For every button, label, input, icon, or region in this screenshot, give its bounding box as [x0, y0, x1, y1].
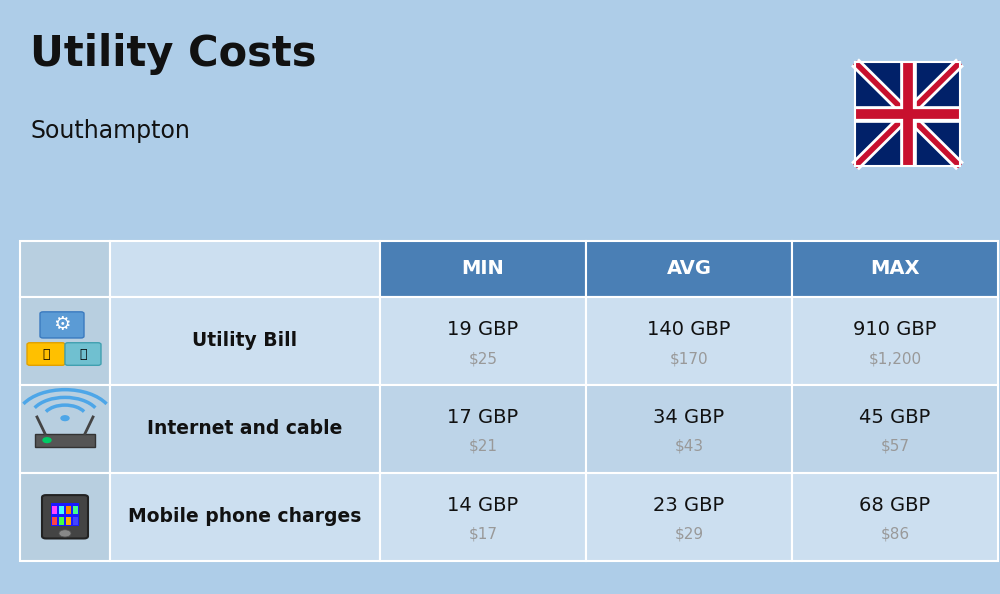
- Bar: [20, 385, 110, 473]
- Text: Utility Costs: Utility Costs: [30, 33, 316, 75]
- Text: Utility Bill: Utility Bill: [192, 331, 298, 350]
- Bar: [380, 385, 586, 473]
- Bar: [35, 434, 95, 447]
- Text: 34 GBP: 34 GBP: [653, 408, 725, 427]
- Bar: [52, 517, 57, 525]
- Bar: [110, 385, 380, 473]
- Bar: [52, 506, 57, 514]
- Bar: [792, 297, 998, 385]
- Text: 17 GBP: 17 GBP: [447, 408, 519, 427]
- Bar: [20, 297, 110, 385]
- Text: $57: $57: [880, 439, 909, 454]
- Text: 45 GBP: 45 GBP: [859, 408, 931, 427]
- Bar: [110, 297, 380, 385]
- Bar: [51, 503, 79, 526]
- FancyBboxPatch shape: [27, 343, 65, 365]
- Text: $25: $25: [468, 351, 498, 366]
- Text: 140 GBP: 140 GBP: [647, 320, 731, 339]
- Text: $43: $43: [674, 439, 704, 454]
- Bar: [20, 473, 110, 561]
- Text: 23 GBP: 23 GBP: [653, 496, 725, 515]
- Bar: [110, 241, 380, 297]
- Bar: [73, 517, 78, 525]
- FancyBboxPatch shape: [65, 343, 101, 365]
- Text: Internet and cable: Internet and cable: [147, 419, 343, 438]
- Text: $17: $17: [468, 527, 498, 542]
- Bar: [73, 506, 78, 514]
- Text: ⚙: ⚙: [53, 315, 71, 334]
- Bar: [586, 385, 792, 473]
- Text: Mobile phone charges: Mobile phone charges: [128, 507, 362, 526]
- Bar: [792, 241, 998, 297]
- Bar: [586, 297, 792, 385]
- Bar: [586, 241, 792, 297]
- Bar: [66, 517, 71, 525]
- Circle shape: [43, 438, 51, 443]
- Bar: [59, 517, 64, 525]
- Bar: [380, 473, 586, 561]
- Bar: [855, 62, 960, 166]
- Bar: [792, 473, 998, 561]
- Circle shape: [61, 416, 69, 421]
- Text: 19 GBP: 19 GBP: [447, 320, 519, 339]
- Text: $29: $29: [674, 527, 704, 542]
- Text: AVG: AVG: [666, 260, 712, 278]
- Text: $170: $170: [670, 351, 708, 366]
- Bar: [380, 241, 586, 297]
- Bar: [586, 473, 792, 561]
- Text: 14 GBP: 14 GBP: [447, 496, 519, 515]
- Text: MIN: MIN: [462, 260, 504, 278]
- Bar: [792, 385, 998, 473]
- FancyBboxPatch shape: [42, 495, 88, 538]
- Text: MAX: MAX: [870, 260, 920, 278]
- Bar: [110, 473, 380, 561]
- Bar: [59, 506, 64, 514]
- Circle shape: [59, 530, 71, 537]
- FancyBboxPatch shape: [40, 312, 84, 338]
- Bar: [66, 506, 71, 514]
- Text: 🔌: 🔌: [42, 347, 50, 361]
- Bar: [380, 297, 586, 385]
- Bar: [855, 62, 960, 166]
- Text: $1,200: $1,200: [868, 351, 922, 366]
- Text: 910 GBP: 910 GBP: [853, 320, 937, 339]
- Text: $86: $86: [880, 527, 910, 542]
- Text: 68 GBP: 68 GBP: [859, 496, 931, 515]
- Text: 💧: 💧: [79, 347, 87, 361]
- Bar: [20, 241, 110, 297]
- Text: $21: $21: [468, 439, 498, 454]
- Text: Southampton: Southampton: [30, 119, 190, 143]
